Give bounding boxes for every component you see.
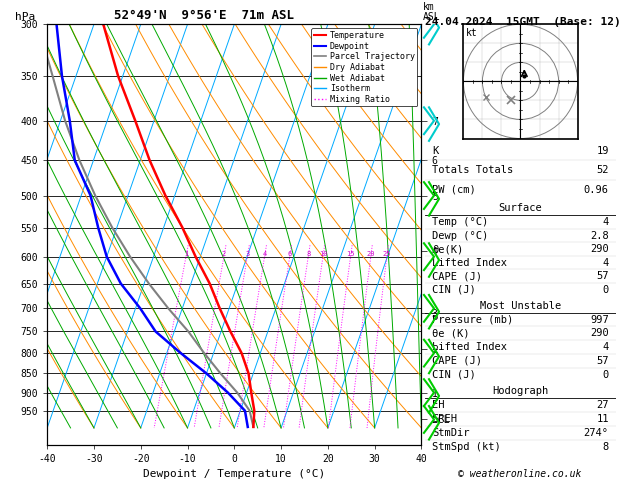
Text: 2.8: 2.8 xyxy=(590,230,609,241)
Text: Most Unstable: Most Unstable xyxy=(480,301,561,311)
Legend: Temperature, Dewpoint, Parcel Trajectory, Dry Adiabat, Wet Adiabat, Isotherm, Mi: Temperature, Dewpoint, Parcel Trajectory… xyxy=(311,29,417,106)
Text: © weatheronline.co.uk: © weatheronline.co.uk xyxy=(459,469,582,479)
Text: 27: 27 xyxy=(596,400,609,410)
Text: Hodograph: Hodograph xyxy=(493,386,548,396)
X-axis label: Dewpoint / Temperature (°C): Dewpoint / Temperature (°C) xyxy=(143,469,325,479)
Text: 4: 4 xyxy=(603,342,609,352)
Text: 1: 1 xyxy=(184,251,188,257)
Text: 8: 8 xyxy=(603,442,609,452)
Text: 290: 290 xyxy=(590,244,609,254)
Text: θe(K): θe(K) xyxy=(432,244,464,254)
Text: 20: 20 xyxy=(367,251,375,257)
Text: 24.04.2024  15GMT  (Base: 12): 24.04.2024 15GMT (Base: 12) xyxy=(425,17,620,27)
Text: Surface: Surface xyxy=(499,204,542,213)
Text: 0: 0 xyxy=(603,370,609,380)
Text: 57: 57 xyxy=(596,271,609,281)
Text: 997: 997 xyxy=(590,314,609,325)
Text: CIN (J): CIN (J) xyxy=(432,370,476,380)
Text: 8: 8 xyxy=(306,251,310,257)
Text: CAPE (J): CAPE (J) xyxy=(432,356,482,366)
Text: Lifted Index: Lifted Index xyxy=(432,258,507,268)
Text: CIN (J): CIN (J) xyxy=(432,285,476,295)
Text: kt: kt xyxy=(465,28,477,38)
Text: hPa: hPa xyxy=(15,12,36,22)
Text: 4: 4 xyxy=(262,251,267,257)
Text: 52°49'N  9°56'E  71m ASL: 52°49'N 9°56'E 71m ASL xyxy=(114,9,294,22)
Text: Totals Totals: Totals Totals xyxy=(432,165,513,175)
Text: StmSpd (kt): StmSpd (kt) xyxy=(432,442,501,452)
Text: 4: 4 xyxy=(603,217,609,227)
Text: 2: 2 xyxy=(222,251,226,257)
Text: 0: 0 xyxy=(603,285,609,295)
Text: CAPE (J): CAPE (J) xyxy=(432,271,482,281)
Text: 19: 19 xyxy=(596,146,609,156)
Text: 290: 290 xyxy=(590,329,609,338)
Text: EH: EH xyxy=(432,400,445,410)
Text: km
ASL: km ASL xyxy=(423,2,441,22)
Text: θe (K): θe (K) xyxy=(432,329,470,338)
Text: 6: 6 xyxy=(287,251,292,257)
Text: Lifted Index: Lifted Index xyxy=(432,342,507,352)
Text: 57: 57 xyxy=(596,356,609,366)
Text: 10: 10 xyxy=(319,251,327,257)
Text: 25: 25 xyxy=(382,251,391,257)
Text: 3: 3 xyxy=(245,251,250,257)
Text: Dewp (°C): Dewp (°C) xyxy=(432,230,489,241)
Text: Temp (°C): Temp (°C) xyxy=(432,217,489,227)
Text: K: K xyxy=(432,146,438,156)
Text: SREH: SREH xyxy=(432,414,457,424)
Text: 4: 4 xyxy=(603,258,609,268)
Text: Pressure (mb): Pressure (mb) xyxy=(432,314,513,325)
Text: StmDir: StmDir xyxy=(432,428,470,438)
Text: 0.96: 0.96 xyxy=(584,185,609,194)
Text: 15: 15 xyxy=(347,251,355,257)
Text: 274°: 274° xyxy=(584,428,609,438)
Text: PW (cm): PW (cm) xyxy=(432,185,476,194)
Text: 11: 11 xyxy=(596,414,609,424)
Text: 52: 52 xyxy=(596,165,609,175)
